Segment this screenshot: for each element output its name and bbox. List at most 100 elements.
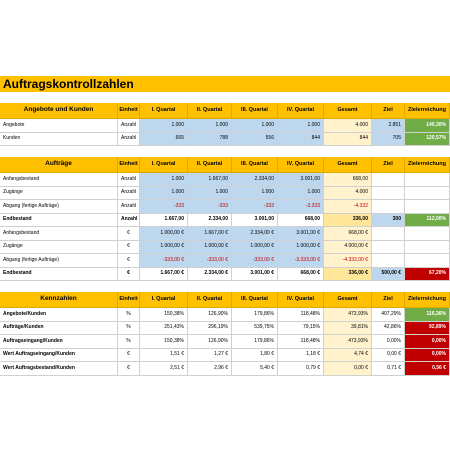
value-cell: -4.332	[324, 200, 372, 214]
value-cell: Anzahl	[118, 173, 140, 187]
row-label: Kunden	[0, 132, 118, 146]
value-cell: 118,48%	[278, 308, 324, 322]
row-label: Anfangsbestand	[0, 227, 118, 241]
value-cell: 179,86%	[232, 308, 278, 322]
header-cell: Gesamt	[324, 157, 372, 173]
header-cell: Gesamt	[324, 292, 372, 308]
value-cell: 140,30%	[405, 119, 450, 133]
value-cell: -333	[232, 200, 278, 214]
header-cell: Gesamt	[324, 103, 372, 119]
header-cell: Ziel	[372, 103, 405, 119]
header-cell: IV. Quartal	[278, 292, 324, 308]
header-cell: Einheit	[118, 157, 140, 173]
header-cell: III. Quartal	[232, 292, 278, 308]
row-label: Aufträge/Kunden	[0, 321, 118, 335]
value-cell: -333	[188, 200, 232, 214]
value-cell: 0,00 €	[372, 348, 405, 362]
header-cell: II. Quartal	[188, 157, 232, 173]
value-cell: 2.851	[372, 119, 405, 133]
value-cell: 1.000,00 €	[140, 227, 188, 241]
value-cell: 1.667,00	[140, 213, 188, 227]
value-cell: 336,00 €	[324, 267, 372, 281]
header-cell: Zielerreichung	[405, 157, 450, 173]
value-cell: 1.000,00 €	[278, 240, 324, 254]
value-cell	[405, 186, 450, 200]
row-label: Endbestand	[0, 267, 118, 281]
header-cell: III. Quartal	[232, 103, 278, 119]
value-cell: -333	[140, 200, 188, 214]
value-cell	[372, 240, 405, 254]
value-cell: 118,48%	[278, 335, 324, 349]
value-cell: 1.000	[232, 119, 278, 133]
value-cell: 336,00	[324, 213, 372, 227]
value-cell: Anzahl	[118, 200, 140, 214]
value-cell	[372, 254, 405, 268]
value-cell: -333,00 €	[232, 254, 278, 268]
header-cell: I. Quartal	[140, 103, 188, 119]
value-cell: €	[118, 362, 140, 376]
value-cell: -333,00 €	[188, 254, 232, 268]
value-cell: 67,20%	[405, 267, 450, 281]
value-cell: 0,00%	[405, 335, 450, 349]
value-cell: 150,38%	[140, 308, 188, 322]
value-cell	[405, 200, 450, 214]
value-cell: 1.000	[140, 119, 188, 133]
value-cell: 2,96 €	[188, 362, 232, 376]
value-cell: 668,00	[278, 213, 324, 227]
value-cell: 1.000	[188, 186, 232, 200]
value-cell	[405, 227, 450, 241]
value-cell: 1.000	[278, 186, 324, 200]
value-cell: 1.000,00 €	[140, 240, 188, 254]
header-cell: I. Quartal	[140, 157, 188, 173]
value-cell: 473,93%	[324, 308, 372, 322]
row-label: Abgang (fertige Aufträge)	[0, 254, 118, 268]
value-cell: 844	[278, 132, 324, 146]
row-label: Endbestand	[0, 213, 118, 227]
value-cell: 92,89%	[405, 321, 450, 335]
header-cell: Aufträge	[0, 157, 118, 173]
value-cell: 5,40 €	[232, 362, 278, 376]
value-cell: -4.332,00 €	[324, 254, 372, 268]
value-cell: 3.001,00 €	[278, 227, 324, 241]
value-cell: 79,15%	[278, 321, 324, 335]
value-cell: 668,00	[324, 173, 372, 187]
value-cell: 1.000	[278, 119, 324, 133]
value-cell: -333,00 €	[140, 254, 188, 268]
value-cell: -3.333	[278, 200, 324, 214]
value-cell	[372, 186, 405, 200]
header-cell: Kennzahlen	[0, 292, 118, 308]
value-cell: 1,27 €	[188, 348, 232, 362]
row-label: Anfangsbestand	[0, 173, 118, 187]
value-cell	[405, 173, 450, 187]
header-cell: II. Quartal	[188, 103, 232, 119]
value-cell: €	[118, 227, 140, 241]
value-cell: 251,43%	[140, 321, 188, 335]
value-cell: 4.000,00 €	[324, 240, 372, 254]
value-cell: %	[118, 321, 140, 335]
row-label: Wert Auftragseingang/Kunden	[0, 348, 118, 362]
header-cell: Ziel	[372, 292, 405, 308]
value-cell: 2,51 €	[140, 362, 188, 376]
value-cell	[372, 227, 405, 241]
value-cell: 1,18 €	[278, 348, 324, 362]
value-cell: %	[118, 335, 140, 349]
value-cell: 1.000	[140, 173, 188, 187]
value-cell: 844	[324, 132, 372, 146]
value-cell: €	[118, 254, 140, 268]
value-cell: 1.667,00	[188, 173, 232, 187]
value-cell: 1.000	[188, 119, 232, 133]
value-cell: 473,93%	[324, 335, 372, 349]
value-cell: 150,38%	[140, 335, 188, 349]
value-cell: -3.333,00 €	[278, 254, 324, 268]
value-cell: 539,75%	[232, 321, 278, 335]
value-cell: 3.001,00	[232, 213, 278, 227]
header-cell: Zielerreichung	[405, 103, 450, 119]
header-cell: IV. Quartal	[278, 157, 324, 173]
value-cell: 1.000	[232, 186, 278, 200]
value-cell: 42,86%	[372, 321, 405, 335]
value-cell	[405, 254, 450, 268]
value-cell: 0,00 €	[324, 362, 372, 376]
value-cell: 2.334,00	[232, 173, 278, 187]
value-cell: 0,00%	[405, 348, 450, 362]
row-label: Zugänge	[0, 186, 118, 200]
